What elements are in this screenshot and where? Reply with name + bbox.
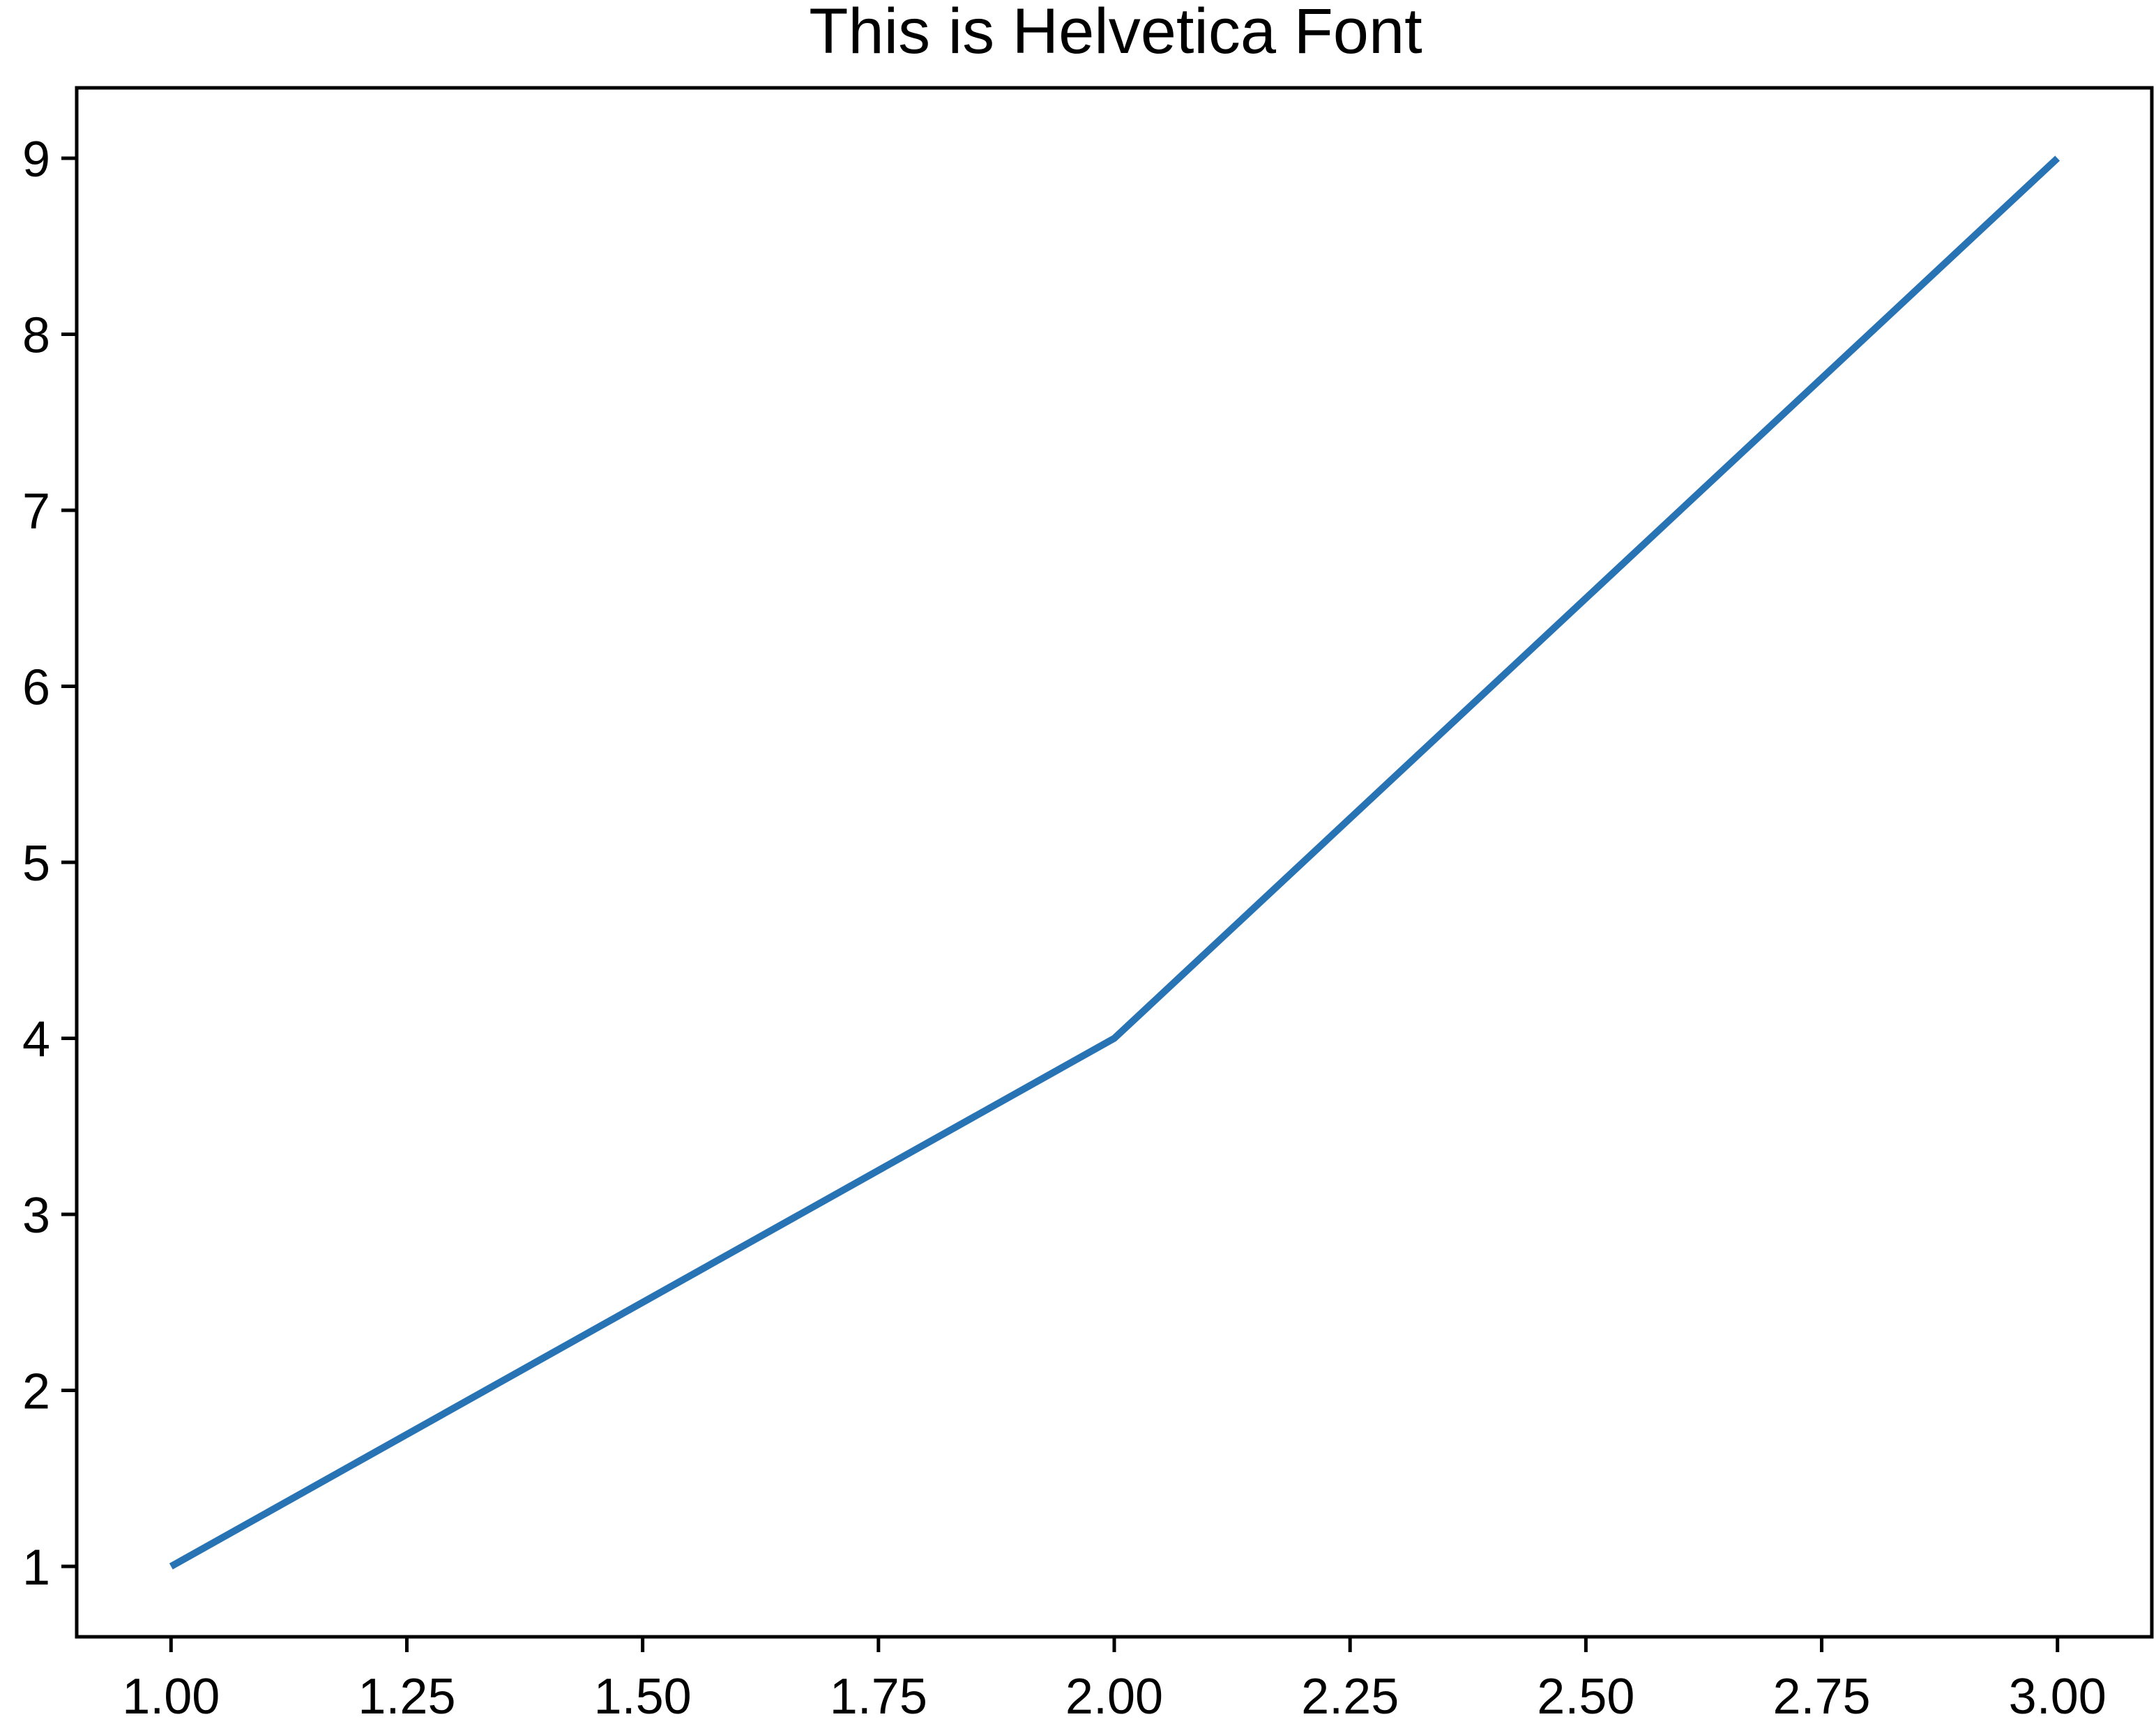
y-axis-ticks: 1 2 3 4 5 6 7 8 9 <box>22 132 77 1596</box>
y-tick-label: 4 <box>22 1012 50 1068</box>
y-tick-label: 7 <box>22 484 50 540</box>
y-tick-label: 2 <box>22 1364 50 1420</box>
chart-title: This is Helvetica Font <box>809 0 1422 67</box>
x-tick-label: 2.75 <box>1772 1669 1870 1725</box>
plot-area-frame <box>75 86 2154 1639</box>
x-tick-label: 2.50 <box>1537 1669 1634 1725</box>
series-layer <box>169 155 2060 1570</box>
x-tick-label: 1.25 <box>358 1669 455 1725</box>
x-tick-label: 1.00 <box>122 1669 220 1725</box>
x-tick-label: 3.00 <box>2009 1669 2106 1725</box>
y-tick-label: 8 <box>22 308 50 364</box>
y-tick-label: 3 <box>22 1188 50 1244</box>
y-tick-label: 1 <box>22 1540 50 1596</box>
y-tick-label: 9 <box>22 132 50 188</box>
x-tick-label: 1.75 <box>830 1669 927 1725</box>
x-tick-label: 1.50 <box>594 1669 692 1725</box>
x-tick-label: 2.00 <box>1065 1669 1163 1725</box>
series-line-0 <box>169 155 2060 1570</box>
x-axis-ticks: 1.00 1.25 1.50 1.75 2.00 2.25 2.50 2.75 3.00 <box>122 1637 2106 1725</box>
y-tick-label: 6 <box>22 660 50 716</box>
x-tick-label: 2.25 <box>1301 1669 1399 1725</box>
y-tick-label: 5 <box>22 836 50 892</box>
